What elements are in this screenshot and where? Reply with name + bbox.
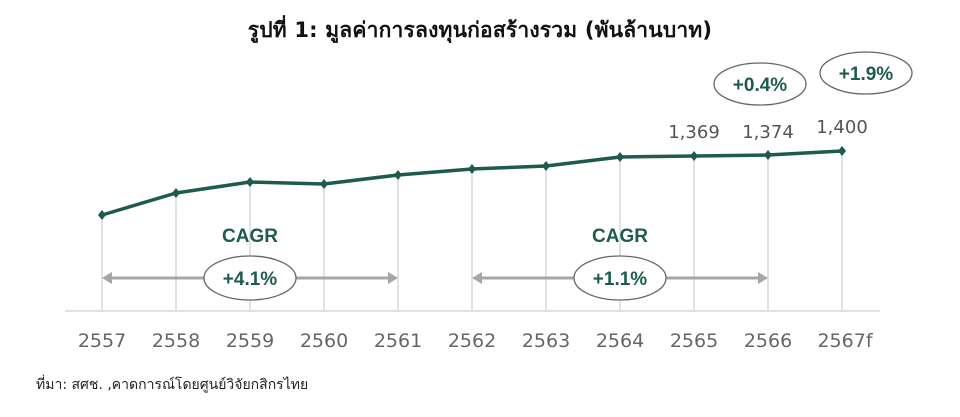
data-markers xyxy=(98,146,846,220)
source-note: ที่มา: สศช. ,คาดการณ์โดยศูนย์วิจัยกสิกรไ… xyxy=(36,377,309,393)
x-tick-label: 2563 xyxy=(522,330,570,352)
growth-badge-2566 xyxy=(713,62,807,106)
x-tick-label: 2560 xyxy=(300,330,348,352)
cagr-badge-1 xyxy=(203,255,297,301)
x-axis-labels: 2557 2558 2559 2560 2561 2562 2563 2564 … xyxy=(78,330,874,352)
gridlines xyxy=(101,151,843,311)
x-tick-label: 2561 xyxy=(374,330,422,352)
x-tick-label: 2566 xyxy=(744,330,792,352)
data-label-2565: 1,369 xyxy=(668,122,720,143)
growth-badge-2567f xyxy=(819,51,913,95)
cagr-badge-2 xyxy=(573,255,667,301)
cagr-value-1: +4.1% xyxy=(223,269,278,290)
chart-title: รูปที่ 1: มูลค่าการลงทุนก่อสร้างรวม (พัน… xyxy=(247,18,713,42)
x-tick-label: 2567f xyxy=(817,330,873,352)
x-tick-label: 2565 xyxy=(670,330,718,352)
data-label-2566: 1,374 xyxy=(742,122,794,143)
x-tick-label: 2564 xyxy=(596,330,644,352)
cagr-label-2: CAGR xyxy=(592,226,648,247)
cagr-value-2: +1.1% xyxy=(593,269,648,290)
growth-value-2566: +0.4% xyxy=(733,75,788,96)
x-tick-label: 2558 xyxy=(152,330,200,352)
x-tick-label: 2562 xyxy=(448,330,496,352)
x-tick-label: 2557 xyxy=(78,330,126,352)
cagr-label-1: CAGR xyxy=(222,226,278,247)
x-tick-label: 2559 xyxy=(226,330,274,352)
growth-value-2567f: +1.9% xyxy=(839,64,894,85)
data-label-2567f: 1,400 xyxy=(816,117,868,138)
